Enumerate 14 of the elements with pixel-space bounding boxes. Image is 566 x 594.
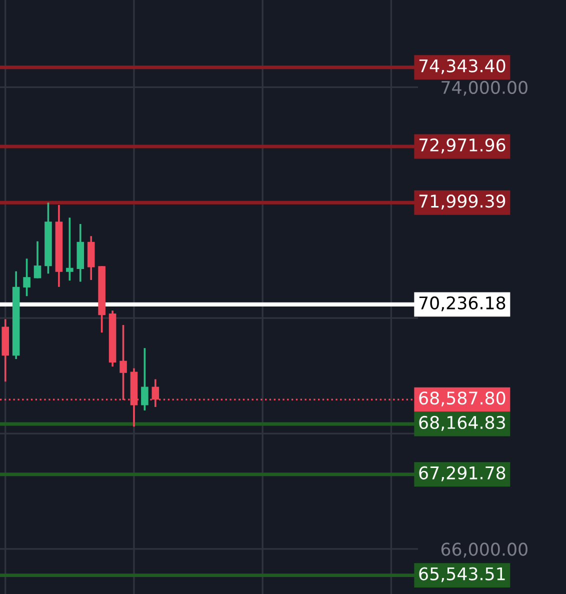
ref-line-label: 67,291.78 [419, 466, 506, 482]
y-tick-label: 66,000.00 [441, 542, 528, 558]
ref-line-label: 74,343.40 [419, 59, 506, 74]
candlestick [23, 258, 30, 298]
y-tick-label: 74,000.00 [442, 80, 528, 96]
candlestick [141, 347, 148, 412]
ref-line-label: 68,587.80 [419, 391, 506, 406]
ref-line-label: 70,236.18 [419, 296, 506, 312]
candlestick [34, 240, 42, 280]
ref-line-label: 71,999.39 [419, 194, 506, 210]
ref-line-label: 68,164.83 [419, 416, 505, 431]
ref-line-label: 72,971.96 [419, 138, 506, 154]
candlestick [66, 216, 74, 282]
ref-line-label: 65,543.51 [419, 567, 505, 582]
